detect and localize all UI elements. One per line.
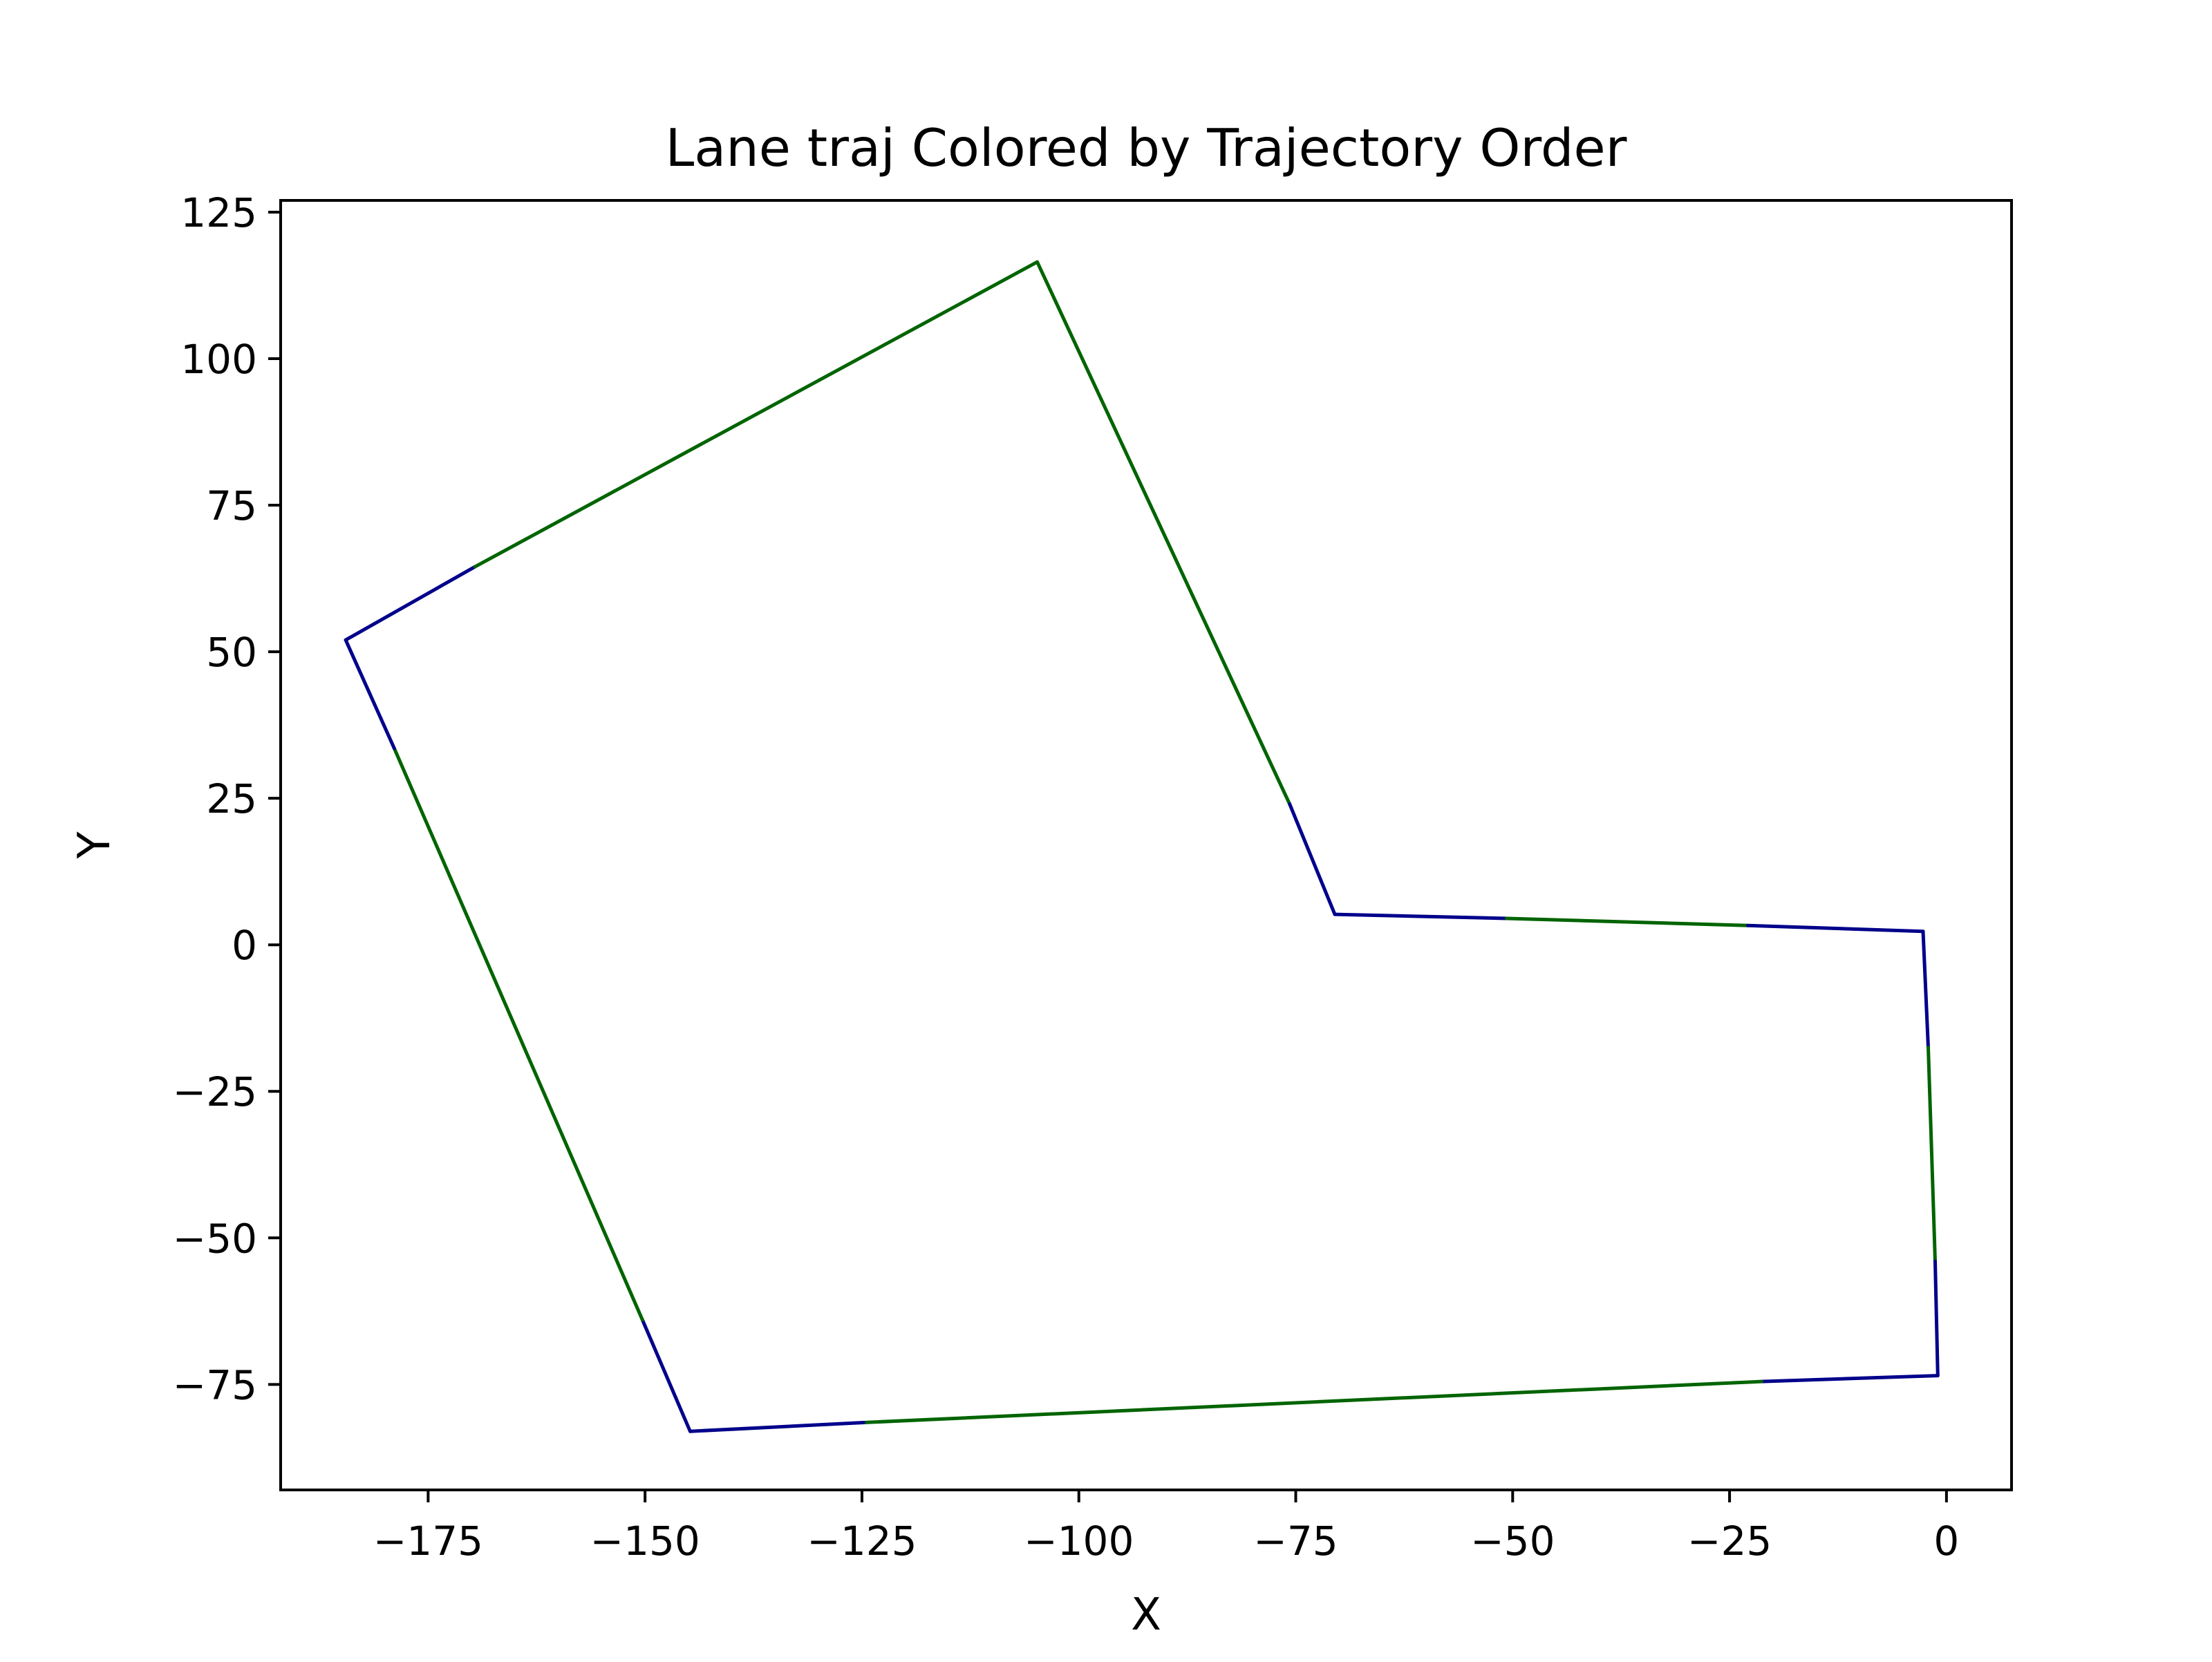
- trajectory-line: [1760, 1374, 1940, 1384]
- series-segment-5: [688, 1374, 1940, 1433]
- x-axis: −175 −150 −125 −100 −75 −50 −25 0: [373, 1490, 1959, 1565]
- trajectory-line: [1745, 923, 1925, 934]
- x-tick-label: −125: [807, 1518, 917, 1565]
- trajectory-line: [473, 260, 1039, 569]
- y-tick-label: 75: [206, 482, 257, 529]
- x-tick-label: −50: [1470, 1518, 1555, 1565]
- axes-background: [281, 200, 2012, 1490]
- y-tick-label: −75: [173, 1361, 257, 1408]
- trajectory-line: [1288, 802, 1337, 916]
- series-segment-3: [1333, 912, 1925, 934]
- series-layer: [344, 260, 1940, 1433]
- trajectory-line: [344, 638, 396, 750]
- trajectory-line: [344, 565, 477, 642]
- x-tick-label: −75: [1253, 1518, 1338, 1565]
- y-tick-label: −25: [173, 1068, 257, 1115]
- y-tick-label: −50: [173, 1215, 257, 1262]
- y-tick-label: 50: [206, 629, 257, 676]
- x-axis-label: X: [1131, 1589, 1161, 1641]
- series-segment-4: [1921, 929, 1940, 1378]
- series-segment-6: [344, 638, 692, 1433]
- plot-area: [279, 199, 2013, 1491]
- y-axis-label: Y: [69, 831, 120, 860]
- x-tick-label: 0: [1933, 1518, 1959, 1565]
- axes-frame: [279, 199, 2013, 1491]
- trajectory-line: [640, 1318, 692, 1433]
- trajectory-line: [862, 1379, 1763, 1424]
- chart-title: Lane traj Colored by Trajectory Order: [665, 117, 1627, 178]
- y-tick-label: 125: [180, 189, 257, 236]
- trajectory-line: [1505, 916, 1750, 927]
- series-segment-2: [1035, 260, 1337, 916]
- y-tick-label: 25: [206, 775, 257, 822]
- trajectory-line: [392, 746, 644, 1322]
- x-tick-label: −150: [590, 1518, 700, 1565]
- y-tick-label: 100: [180, 336, 257, 383]
- x-tick-label: −100: [1024, 1518, 1134, 1565]
- series-segment-1: [344, 260, 1039, 642]
- y-axis: −75 −50 −25 0 25 50 75 100 125: [173, 189, 281, 1408]
- y-tick-label: 0: [232, 922, 257, 969]
- trajectory-line: [1333, 912, 1508, 920]
- trajectory-line: [1933, 1259, 1940, 1378]
- trajectory-line: [688, 1421, 865, 1433]
- trajectory-line: [1035, 260, 1292, 806]
- x-tick-label: −25: [1687, 1518, 1772, 1565]
- trajectory-line: [1927, 1046, 1937, 1263]
- trajectory-line: [1921, 929, 1930, 1050]
- x-tick-label: −175: [373, 1518, 483, 1565]
